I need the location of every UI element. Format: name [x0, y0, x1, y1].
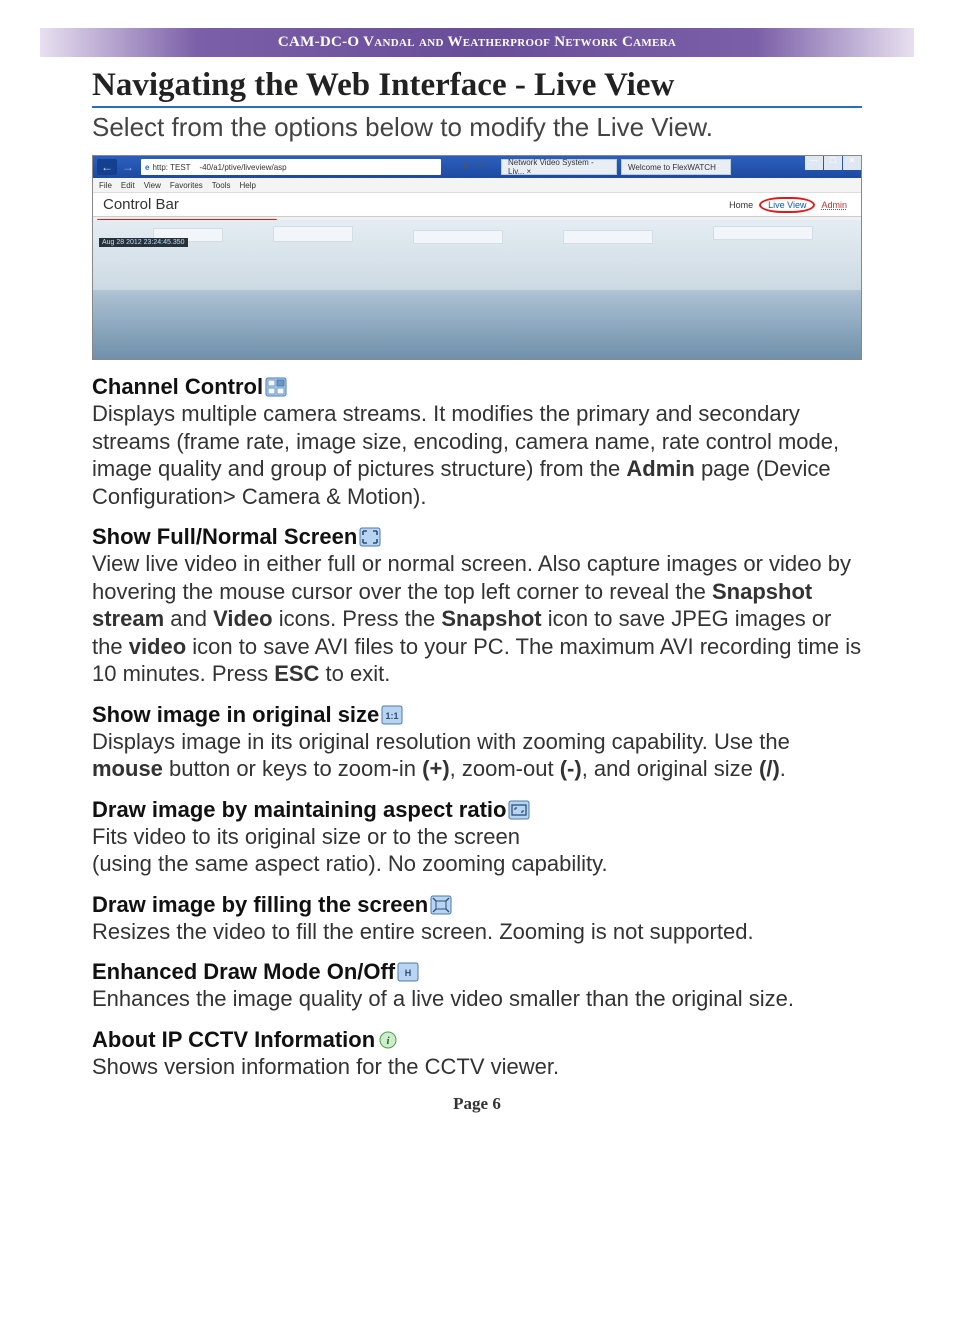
section-body-fill: Resizes the video to fill the entire scr…	[92, 918, 862, 946]
section-body-channel: Displays multiple camera streams. It mod…	[92, 400, 862, 510]
section-channel: Channel ControlDisplays multiple camera …	[92, 374, 862, 510]
enhanced-icon: H	[397, 962, 419, 982]
browser-tab-2[interactable]: Welcome to FlexWATCH	[621, 159, 731, 175]
menu-favorites[interactable]: Favorites	[170, 181, 203, 190]
section-aspect: Draw image by maintaining aspect ratioFi…	[92, 797, 862, 878]
section-fullnormal: Show Full/Normal ScreenView live video i…	[92, 524, 862, 688]
address-bar[interactable]: e http: TEST -40/a1/ptive/liveview/asp	[141, 159, 441, 175]
menu-file[interactable]: File	[99, 181, 112, 190]
nav-home[interactable]: Home	[729, 200, 753, 210]
ie-icon: e	[145, 163, 149, 172]
menu-help[interactable]: Help	[239, 181, 255, 190]
section-body-enhanced: Enhances the image quality of a live vid…	[92, 985, 862, 1013]
section-title-about: About IP CCTV Information	[92, 1027, 375, 1052]
section-body-about: Shows version information for the CCTV v…	[92, 1053, 862, 1081]
section-title-aspect: Draw image by maintaining aspect ratio	[92, 797, 506, 822]
lead-text: Select from the options below to modify …	[92, 112, 862, 143]
svg-text:1:1: 1:1	[386, 711, 399, 721]
nav-liveview[interactable]: Live View	[759, 197, 815, 213]
fill-icon	[430, 895, 452, 915]
aspect-icon	[508, 800, 530, 820]
window-controls[interactable]: —☐✕	[804, 156, 861, 170]
section-body-aspect: Fits video to its original size or to th…	[92, 823, 862, 878]
back-button[interactable]: ←	[97, 159, 117, 175]
svg-text:H: H	[405, 968, 412, 978]
control-bar-label: Control Bar	[103, 196, 179, 213]
forward-button[interactable]: →	[119, 159, 137, 175]
section-title-channel: Channel Control	[92, 374, 263, 399]
section-title-fullnormal: Show Full/Normal Screen	[92, 524, 357, 549]
section-about: About IP CCTV Informationi Shows version …	[92, 1027, 862, 1081]
fullscreen-icon	[359, 527, 381, 547]
search-controls[interactable]: ρ - c ×	[464, 159, 489, 169]
control-bar-row: Control Bar Home Live View Admin	[93, 193, 861, 217]
url-text: http: TEST -40/a1/ptive/liveview/asp	[152, 163, 286, 172]
channel-icon	[265, 377, 287, 397]
section-body-fullnormal: View live video in either full or normal…	[92, 550, 862, 688]
browser-titlebar: ← → e http: TEST -40/a1/ptive/liveview/a…	[93, 156, 861, 178]
menu-view[interactable]: View	[144, 181, 161, 190]
info-icon: i	[377, 1030, 399, 1050]
page-number: Page 6	[40, 1094, 914, 1114]
video-timestamp: Aug 28 2012 23:24:45.350	[99, 238, 188, 247]
browser-menubar[interactable]: File Edit View Favorites Tools Help	[93, 178, 861, 193]
browser-screenshot: ← → e http: TEST -40/a1/ptive/liveview/a…	[92, 155, 862, 360]
section-title-fill: Draw image by filling the screen	[92, 892, 428, 917]
page-title: Navigating the Web Interface - Live View	[92, 67, 862, 108]
product-banner: CAM-DC-O Vandal and Weatherproof Network…	[40, 28, 914, 57]
nav-admin[interactable]: Admin	[821, 200, 847, 210]
page-nav: Home Live View Admin	[729, 197, 847, 213]
menu-edit[interactable]: Edit	[121, 181, 135, 190]
live-video-area	[93, 220, 861, 359]
section-fill: Draw image by filling the screenResizes …	[92, 892, 862, 946]
section-body-original: Displays image in its original resolutio…	[92, 728, 862, 783]
section-title-enhanced: Enhanced Draw Mode On/Off	[92, 959, 395, 984]
section-title-original: Show image in original size	[92, 702, 379, 727]
original-icon: 1:1	[381, 705, 403, 725]
browser-tab-1[interactable]: Network Video System - Liv... ×	[501, 159, 617, 175]
section-enhanced: Enhanced Draw Mode On/Off H Enhances the i…	[92, 959, 862, 1013]
menu-tools[interactable]: Tools	[212, 181, 231, 190]
section-original: Show image in original size 1:1 Displays i…	[92, 702, 862, 783]
